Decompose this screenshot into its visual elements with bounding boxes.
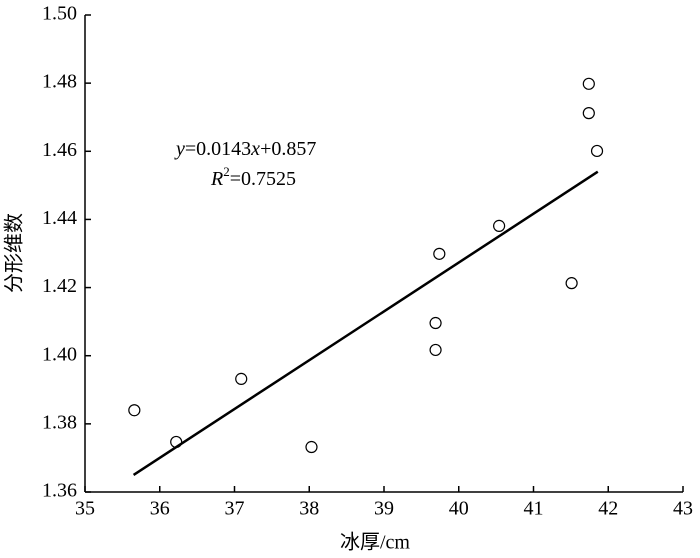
- y-tick-label: 1.44: [42, 207, 77, 229]
- x-tick-label: 37: [225, 498, 245, 520]
- point: [493, 219, 506, 233]
- r-squared-part: R: [210, 168, 223, 190]
- x-tick-label: 39: [374, 498, 394, 520]
- fit-line: [132, 170, 599, 477]
- equation-part: =0.0143: [185, 138, 251, 160]
- point: [128, 404, 141, 417]
- y-axis-label: 分形维数: [3, 213, 26, 293]
- y-tick-label: 1.46: [42, 139, 77, 161]
- equation: y=0.0143x+0.857: [174, 138, 316, 160]
- point: [305, 440, 318, 454]
- x-tick-label: 38: [299, 498, 319, 520]
- y-tick-label: 1.48: [42, 71, 77, 93]
- x-tick-label: 40: [449, 498, 469, 520]
- y-tick-label: 1.38: [42, 411, 77, 433]
- y-tick-label: 1.50: [42, 3, 77, 25]
- r-squared-part: =0.7525: [230, 168, 296, 190]
- y-tick-label: 1.40: [42, 343, 77, 365]
- point: [565, 277, 578, 290]
- x-tick-label: 41: [524, 498, 544, 520]
- point: [429, 343, 442, 357]
- equation-part: x: [250, 138, 260, 160]
- point: [235, 372, 248, 385]
- x-tick-label: 42: [598, 498, 618, 520]
- r-squared-part: 2: [223, 164, 230, 179]
- equation-part: y: [174, 138, 185, 160]
- equation-part: +0.857: [260, 138, 316, 160]
- y-tick-label: 1.36: [42, 480, 77, 502]
- x-tick-label: 43: [673, 498, 693, 520]
- point: [582, 77, 595, 90]
- point: [582, 107, 595, 120]
- x-axis-label: 冰厚/cm: [340, 531, 410, 554]
- point: [590, 144, 604, 158]
- r-squared: R2=0.7525: [210, 164, 296, 190]
- point: [429, 316, 442, 330]
- x-tick-label: 36: [150, 498, 170, 520]
- y-tick-label: 1.42: [42, 275, 77, 297]
- point: [433, 247, 446, 260]
- x-tick-label: 35: [75, 498, 95, 520]
